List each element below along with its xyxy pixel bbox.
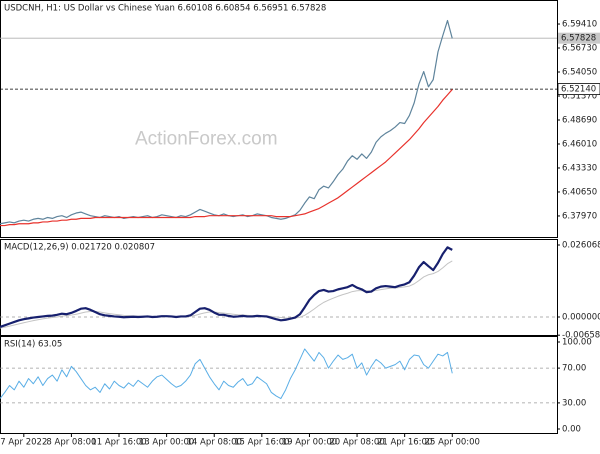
series-line [0, 246, 453, 328]
pane-frame [0, 336, 558, 434]
y-tick-label: 30.00 [562, 398, 586, 408]
pane-frame [0, 0, 558, 238]
y-tick-label: 6.46010 [562, 139, 597, 149]
x-tick-label: 25 Apr 00:00 [425, 438, 480, 448]
x-tick-label: 15 Apr 16:00 [234, 438, 289, 448]
pane-title: RSI(14) 63.05 [4, 340, 62, 350]
y-tick-label: 6.59410 [562, 20, 597, 30]
y-tick-label: 6.40650 [562, 187, 597, 197]
series-line [0, 19, 453, 225]
y-tick-label: 0.000000 [562, 312, 600, 322]
price-label: 6.57828 [561, 34, 596, 44]
pane-title: MACD(12,26,9) 0.021720 0.020807 [4, 243, 155, 253]
series-line [0, 260, 453, 329]
x-tick-label: 8 Apr 08:00 [46, 438, 96, 448]
y-tick-label: 6.37970 [562, 211, 597, 221]
x-tick-label: 19 Apr 00:00 [282, 438, 337, 448]
y-tick-label: -0.006584 [562, 331, 600, 341]
y-tick-label: 0.00 [562, 424, 581, 434]
y-tick-label: 6.56730 [562, 44, 597, 54]
x-tick-label: 20 Apr 08:00 [329, 438, 384, 448]
price-label-box [557, 83, 600, 96]
pane-frame [0, 239, 558, 336]
x-tick-label: 7 Apr 2022 [0, 438, 47, 448]
series-line [0, 348, 453, 400]
watermark: ActionForex.com [135, 129, 278, 150]
y-tick-label: 70.00 [562, 364, 586, 374]
y-tick-label: 6.43330 [562, 163, 597, 173]
series-line [0, 89, 453, 227]
y-tick-label: 6.51370 [562, 92, 597, 102]
pane-title: USDCNH, H1: US Dollar vs Chinese Yuan 6.… [4, 4, 326, 14]
y-tick-label: 6.54050 [562, 68, 597, 78]
x-tick-label: 14 Apr 08:00 [187, 438, 242, 448]
y-tick-label: 100.00 [562, 338, 592, 348]
price-label-box [558, 32, 600, 44]
y-tick-label: 6.48690 [562, 115, 597, 125]
y-tick-label: 0.026068 [562, 241, 600, 251]
x-tick-label: 13 Apr 00:00 [139, 438, 194, 448]
x-tick-label: 21 Apr 16:00 [377, 438, 432, 448]
price-label: 6.52140 [561, 85, 596, 95]
x-tick-label: 11 Apr 16:00 [91, 438, 146, 448]
